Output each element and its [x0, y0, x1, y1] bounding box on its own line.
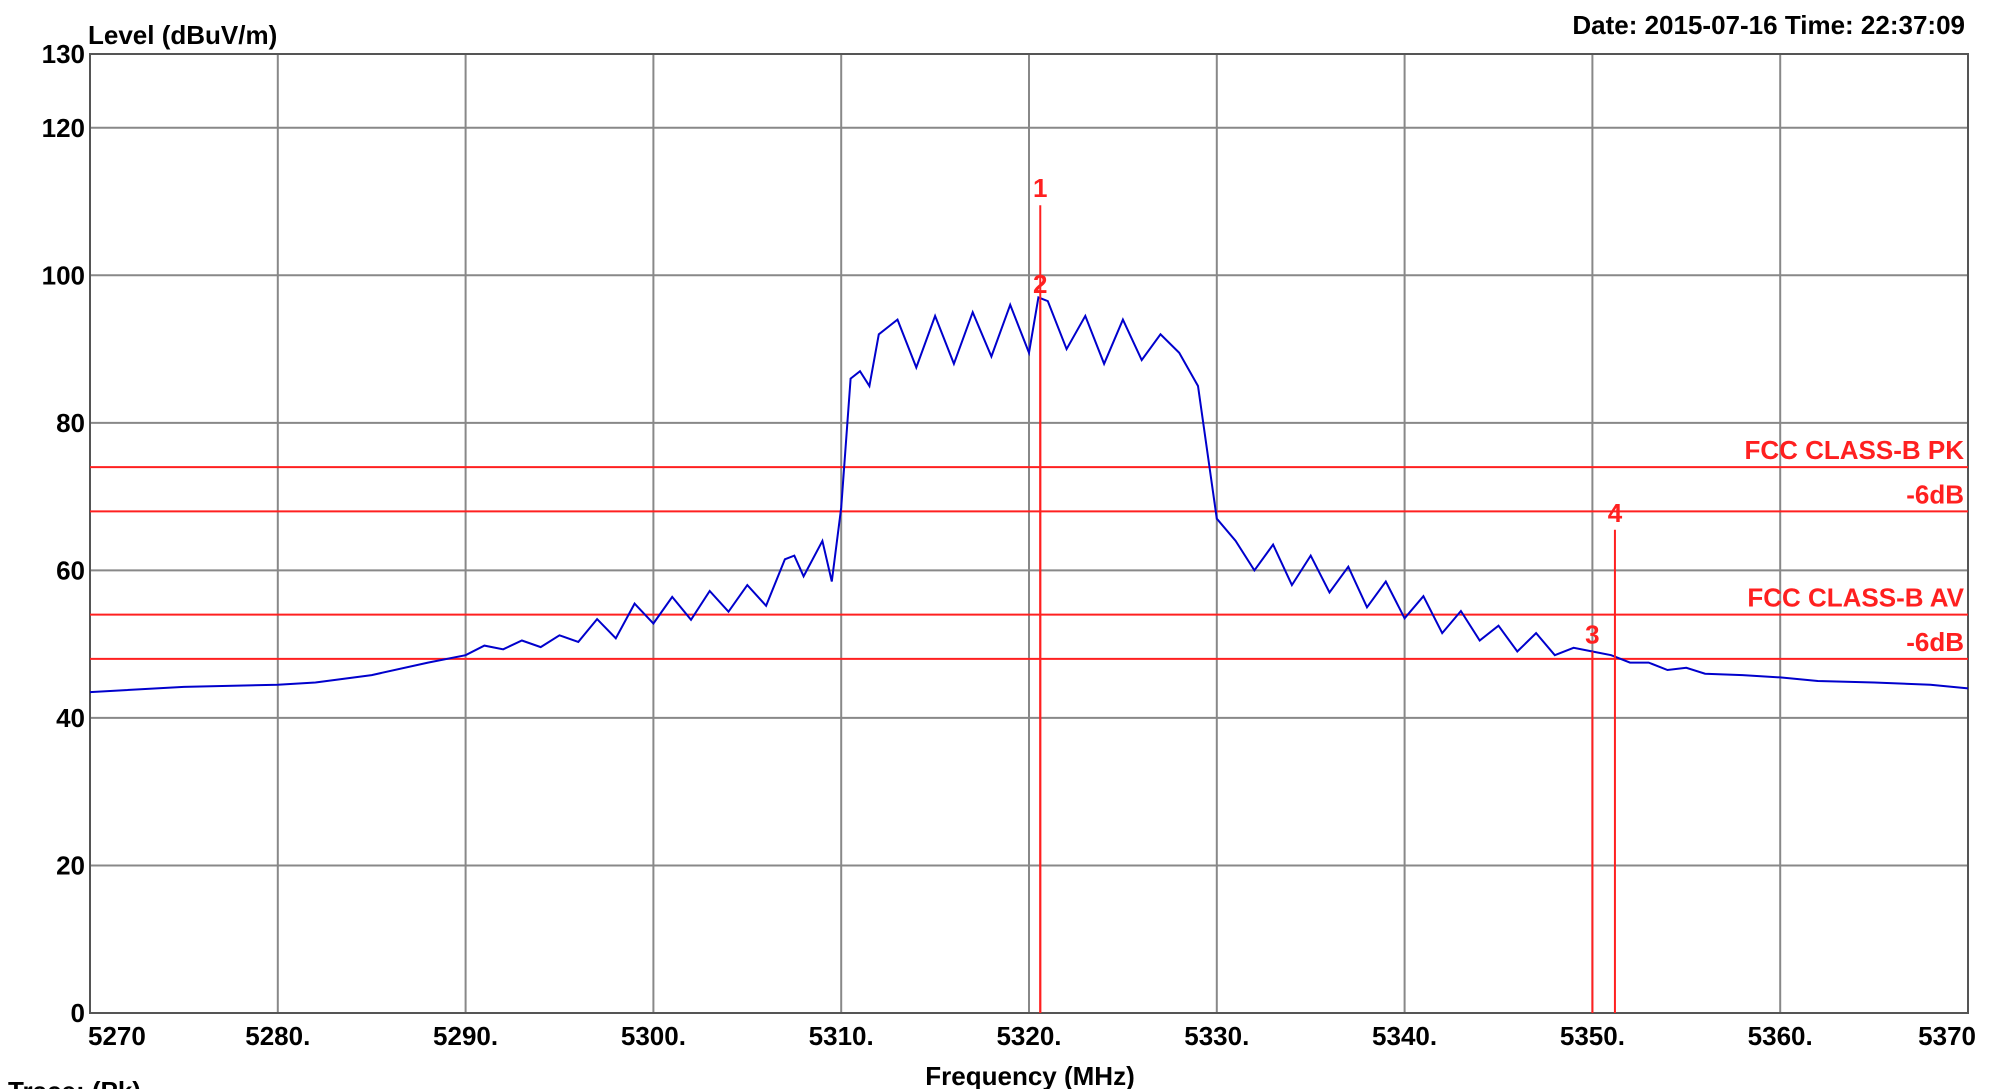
- grid: [89, 53, 1969, 1014]
- y-tick-label: 20: [56, 850, 85, 880]
- traces: [89, 296, 1969, 694]
- y-tick-label: 130: [42, 39, 85, 69]
- y-tick-label: 100: [42, 260, 85, 290]
- y-tick-label: 60: [56, 555, 85, 585]
- limit-line-label: FCC CLASS-B AV: [1747, 583, 1964, 613]
- marker-label: 4: [1608, 498, 1623, 528]
- x-tick-label: 5320.: [996, 1021, 1061, 1051]
- x-tick-labels: 5270 5280. 5290. 5300. 5310. 5320. 5330. 5340. 5…: [88, 1021, 1976, 1051]
- x-tick-label: 5330.: [1184, 1021, 1249, 1051]
- trace-label: Trace: (Pk)...: [8, 1076, 163, 1089]
- y-tick-labels: 0 20 40 60 80 100 120 130: [42, 39, 85, 1028]
- x-tick-label: 5300.: [621, 1021, 686, 1051]
- y-tick-label: 0: [71, 998, 85, 1028]
- x-tick-label: 5280.: [245, 1021, 310, 1051]
- markers: 1 2 3 4: [1033, 173, 1623, 1013]
- y-tick-label: 80: [56, 408, 85, 438]
- date-time-label: Date: 2015-07-16 Time: 22:37:09: [1572, 10, 1965, 40]
- limit-lines: FCC CLASS-B PK -6dB FCC CLASS-B AV -6dB: [90, 435, 1968, 660]
- x-tick-label: 5310.: [809, 1021, 874, 1051]
- plot-frame: [89, 53, 1969, 1014]
- limit-line-label: -6dB: [1906, 627, 1964, 657]
- y-tick-label: 40: [56, 703, 85, 733]
- marker-label: 3: [1585, 620, 1599, 650]
- x-tick-label: 5290.: [433, 1021, 498, 1051]
- marker-label: 1: [1033, 173, 1047, 203]
- limit-line-label: -6dB: [1906, 479, 1964, 509]
- x-tick-label: 5340.: [1372, 1021, 1437, 1051]
- marker-label: 2: [1033, 269, 1047, 299]
- x-axis-title: Frequency (MHz): [925, 1061, 1134, 1089]
- trace-line: [89, 296, 1969, 694]
- x-tick-label: 5360.: [1748, 1021, 1813, 1051]
- x-tick-label: 5270: [88, 1021, 146, 1051]
- y-axis-title: Level (dBuV/m): [88, 20, 277, 50]
- x-tick-label: 5350.: [1560, 1021, 1625, 1051]
- y-tick-label: 120: [42, 113, 85, 143]
- limit-line-label: FCC CLASS-B PK: [1744, 435, 1964, 465]
- x-tick-label: 5370: [1918, 1021, 1976, 1051]
